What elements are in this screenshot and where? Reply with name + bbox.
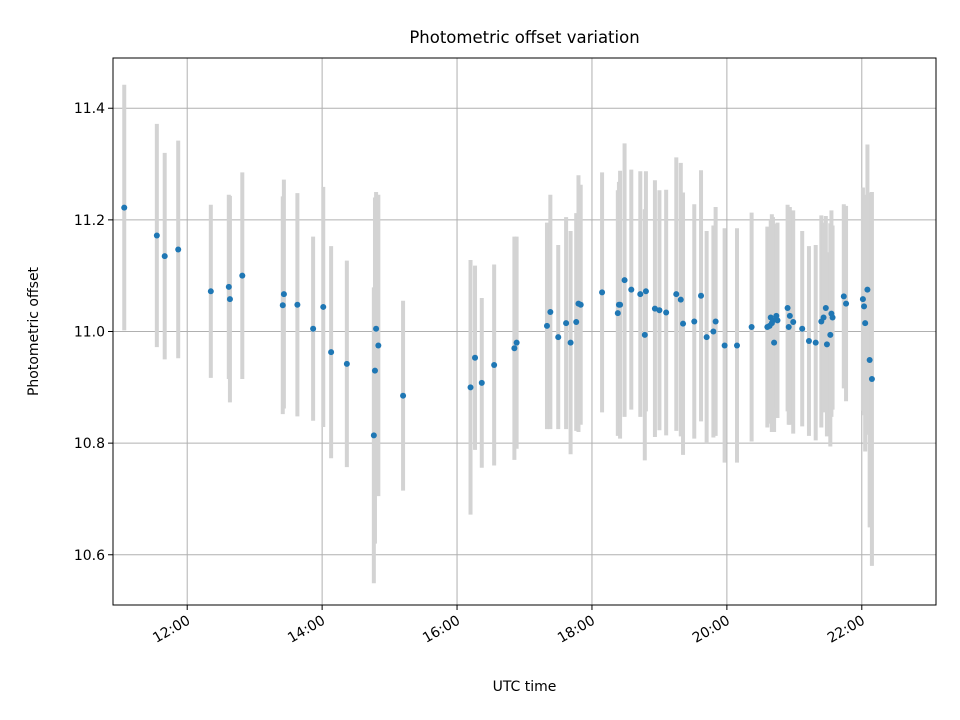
data-point bbox=[543, 322, 550, 329]
data-point bbox=[703, 334, 710, 341]
y-axis-label: Photometric offset bbox=[26, 266, 42, 396]
data-point bbox=[628, 286, 635, 293]
data-point bbox=[673, 291, 680, 298]
data-point bbox=[677, 296, 684, 303]
data-point bbox=[641, 331, 648, 338]
data-point bbox=[663, 309, 670, 316]
data-point bbox=[599, 289, 606, 296]
data-point bbox=[491, 361, 498, 368]
data-points bbox=[121, 204, 875, 439]
data-point bbox=[710, 328, 717, 335]
data-point bbox=[786, 312, 793, 319]
data-point bbox=[280, 291, 287, 298]
y-tick-label: 10.6 bbox=[74, 548, 105, 564]
data-point bbox=[829, 314, 836, 321]
data-point bbox=[175, 246, 182, 253]
data-point bbox=[822, 305, 829, 312]
data-point bbox=[823, 341, 830, 348]
y-tick-label: 11.2 bbox=[74, 213, 105, 229]
data-point bbox=[733, 342, 740, 349]
data-point bbox=[642, 288, 649, 295]
data-point bbox=[467, 384, 474, 391]
data-point bbox=[555, 334, 562, 341]
data-point bbox=[691, 318, 698, 325]
data-point bbox=[279, 302, 286, 309]
data-point bbox=[799, 325, 806, 332]
data-point bbox=[563, 320, 570, 327]
data-point bbox=[577, 301, 584, 308]
data-point bbox=[226, 296, 233, 303]
data-point bbox=[375, 342, 382, 349]
data-point bbox=[617, 301, 624, 308]
data-point bbox=[748, 324, 755, 331]
data-point bbox=[328, 349, 335, 356]
data-point bbox=[511, 345, 518, 352]
data-point bbox=[294, 301, 301, 308]
data-point bbox=[790, 319, 797, 326]
data-point bbox=[207, 288, 214, 295]
data-point bbox=[805, 337, 812, 344]
data-point bbox=[239, 272, 246, 279]
data-point bbox=[827, 331, 834, 338]
data-point bbox=[769, 317, 776, 324]
data-point bbox=[866, 356, 873, 363]
data-point bbox=[843, 300, 850, 307]
data-point bbox=[771, 339, 778, 346]
data-point bbox=[812, 339, 819, 346]
data-point bbox=[472, 354, 479, 361]
data-point bbox=[721, 342, 728, 349]
data-point bbox=[862, 320, 869, 327]
data-point bbox=[637, 291, 644, 298]
data-point bbox=[161, 253, 168, 260]
data-point bbox=[310, 325, 317, 332]
data-point bbox=[712, 318, 719, 325]
data-point bbox=[121, 204, 128, 211]
data-point bbox=[400, 392, 407, 399]
data-point bbox=[820, 314, 827, 321]
data-point bbox=[371, 367, 378, 374]
y-tick-label: 11.4 bbox=[74, 101, 105, 117]
data-point bbox=[547, 308, 554, 315]
data-point bbox=[478, 379, 485, 386]
data-point bbox=[573, 319, 580, 326]
data-point bbox=[698, 292, 705, 299]
data-point bbox=[861, 303, 868, 310]
data-point bbox=[774, 317, 781, 324]
chart-title: Photometric offset variation bbox=[409, 28, 639, 47]
data-point bbox=[567, 339, 574, 346]
data-point bbox=[513, 339, 520, 346]
y-axis-ticks: 10.6 10.8 11.0 11.2 11.4 bbox=[74, 101, 113, 564]
data-point bbox=[621, 277, 628, 284]
data-point bbox=[868, 375, 875, 382]
data-point bbox=[840, 293, 847, 300]
data-point bbox=[225, 283, 232, 290]
y-tick-label: 10.8 bbox=[74, 436, 105, 452]
data-point bbox=[320, 303, 327, 310]
data-point bbox=[373, 325, 380, 332]
data-point bbox=[864, 286, 871, 293]
data-point bbox=[343, 360, 350, 367]
data-point bbox=[370, 432, 377, 439]
data-point bbox=[656, 307, 663, 314]
data-point bbox=[784, 305, 791, 312]
data-point bbox=[859, 296, 866, 303]
x-axis-label: UTC time bbox=[493, 679, 557, 695]
data-point bbox=[651, 305, 658, 312]
data-point bbox=[680, 320, 687, 327]
data-point bbox=[614, 310, 621, 317]
data-point bbox=[153, 232, 160, 239]
y-tick-label: 11.0 bbox=[74, 325, 105, 341]
data-point bbox=[785, 324, 792, 331]
